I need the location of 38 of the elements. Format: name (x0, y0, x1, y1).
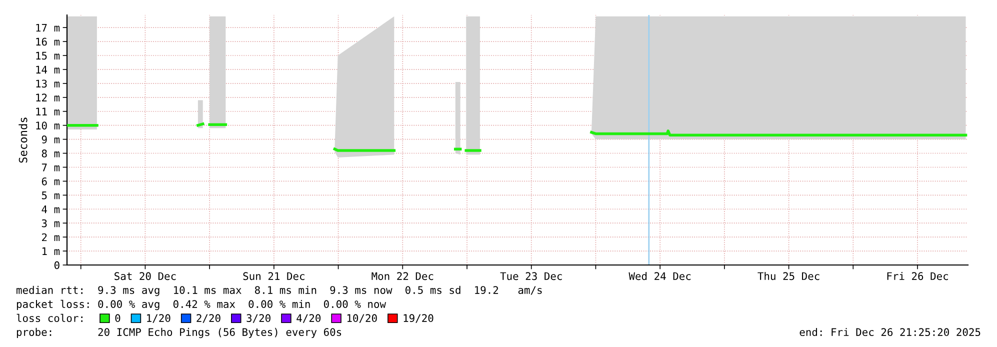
y-tick-label: 3 m (42, 219, 60, 228)
y-tick-label: 8 m (42, 150, 60, 158)
legend-label: 4/20 (296, 314, 321, 323)
legend-title: loss color: (16, 314, 82, 322)
x-tick-label: Tue 23 Dec (500, 272, 562, 280)
legend-label: 19/20 (404, 314, 434, 323)
x-tick-label: Mon 22 Dec (372, 272, 434, 280)
y-axis-title: Seconds (18, 118, 28, 163)
y-tick-label: 12 m (36, 94, 60, 102)
x-tick-label: Wed 24 Dec (628, 272, 691, 280)
x-tick-label: Fri 26 Dec (887, 272, 948, 280)
text: median rtt: 9.3 ms avg 10.1 ms max 8.1 ms min 9.3 ms now 0.5 ms sd 19.2 am/s (16, 286, 542, 296)
y-tick-label: 2 m (42, 233, 60, 242)
x-tick-label: Sat 20 Dec (114, 272, 176, 280)
y-tick-label: 5 m (42, 192, 60, 200)
legend-label: 2/20 (196, 314, 220, 323)
text: end: Fri Dec 26 21:25:20 2025 (800, 328, 980, 336)
y-tick-label: 4 m (42, 206, 60, 214)
y-tick-label: 0 (54, 261, 60, 270)
y-tick-label: 6 m (42, 177, 60, 186)
legend-label: 3/20 (246, 314, 270, 323)
y-tick-label: 13 m (36, 80, 60, 88)
x-tick-label: Sun 21 Dec (243, 272, 304, 280)
y-tick-label: 11 m (36, 108, 60, 116)
y-tick-label: 17 m (36, 24, 60, 32)
y-tick-label: 14 m (36, 66, 60, 74)
legend-label: 0 (115, 314, 120, 322)
y-tick-label: 7 m (42, 164, 60, 172)
y-tick-label: 9 m (42, 136, 60, 144)
text: packet loss: 0.00 % avg 0.42 % max 0.00 % min 0.00 % now (16, 300, 386, 310)
text: probe: 20 ICMP Echo Pings (56 Bytes) every 60s (16, 328, 342, 338)
y-tick-label: 16 m (36, 38, 60, 46)
y-tick-label: 10 m (36, 122, 60, 130)
legend-label: 1/20 (147, 314, 170, 323)
y-tick-label: 1 m (42, 247, 60, 256)
legend-label: 10/20 (347, 314, 377, 323)
x-tick-label: Thu 25 Dec (758, 272, 820, 280)
y-tick-label: 15 m (36, 52, 60, 60)
